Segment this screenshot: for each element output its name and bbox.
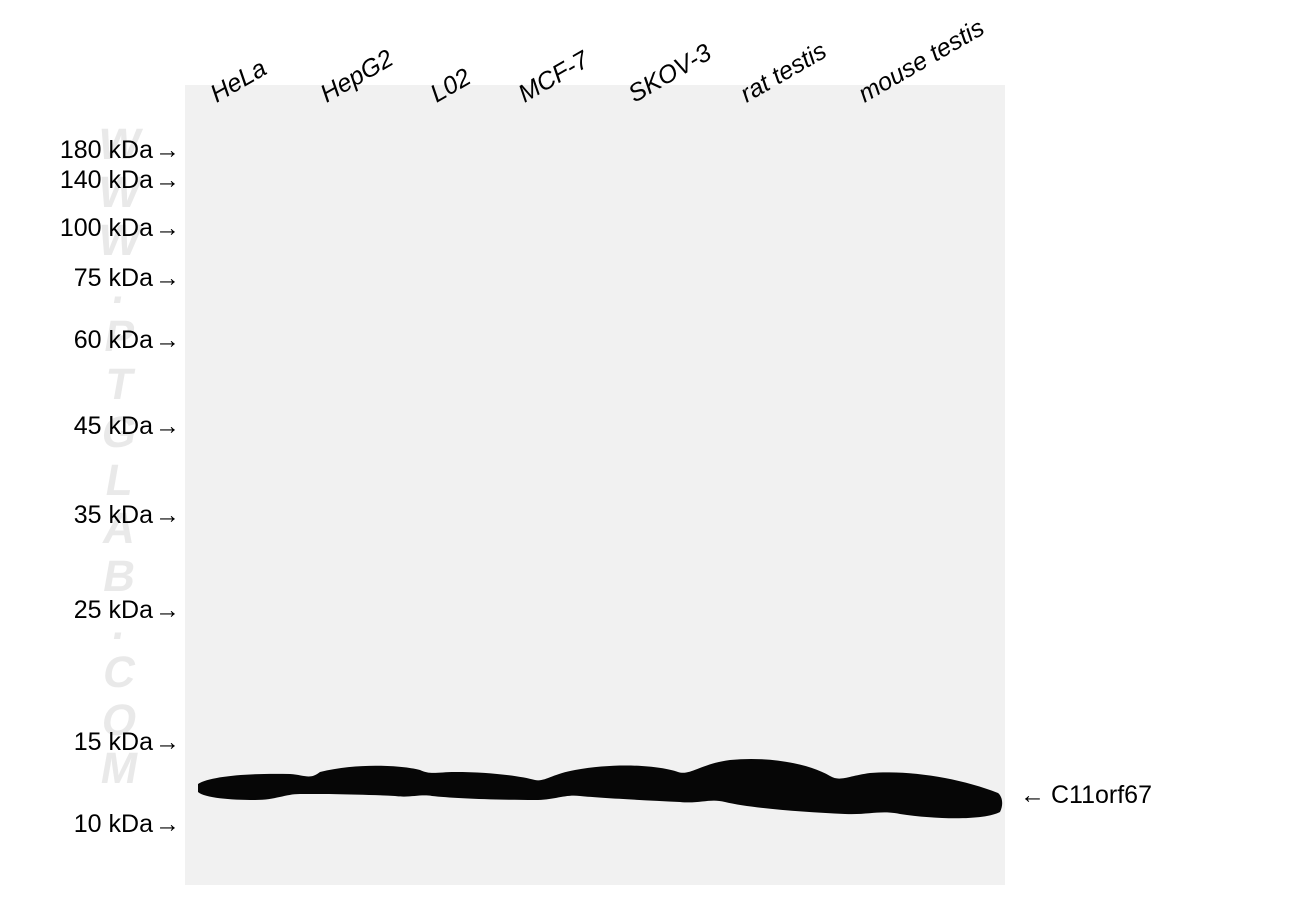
target-protein-label: ←C11orf67 (1020, 781, 1152, 810)
target-protein-name: C11orf67 (1051, 781, 1152, 809)
western-blot-figure: WWW.PTGLAB.COM HeLaHepG2L02MCF-7SKOV-3ra… (0, 0, 1300, 903)
protein-band (0, 0, 1300, 903)
band-shape (198, 759, 1002, 818)
arrow-left-icon: ← (1020, 781, 1045, 810)
